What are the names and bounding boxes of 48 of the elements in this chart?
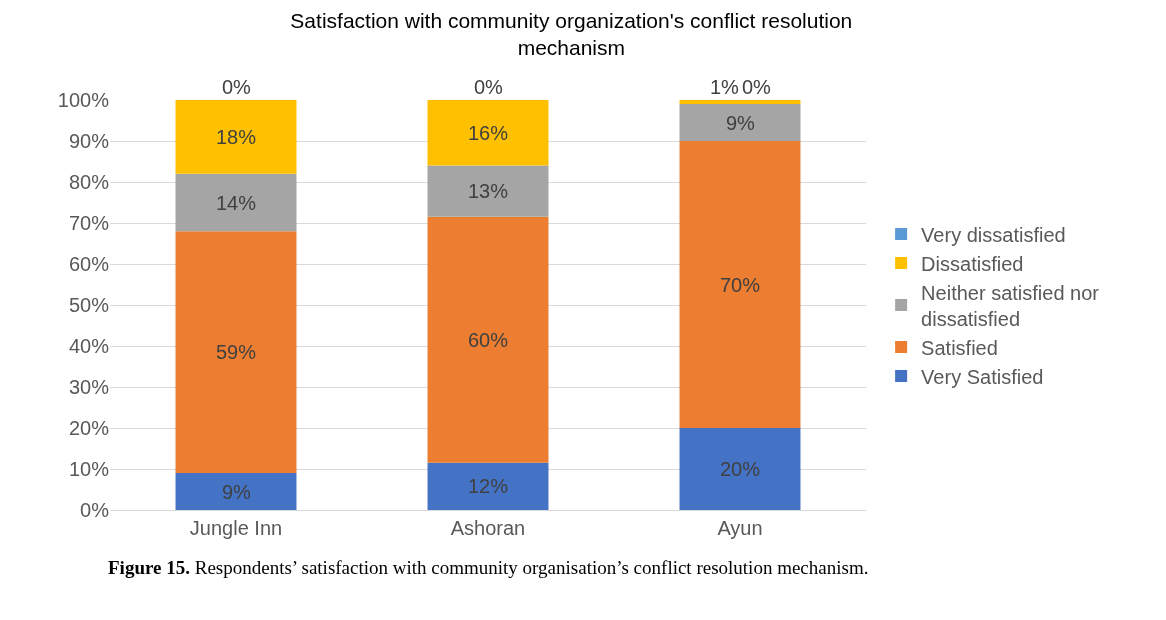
bar [427, 165, 549, 217]
legend-label: Neither satisfied nor dissatisfied [921, 281, 1100, 330]
data-label: 9% [726, 112, 756, 134]
data-label: 59% [216, 341, 257, 363]
y-tick-label: 0% [80, 499, 110, 521]
data-label: 14% [216, 192, 257, 214]
legend-label: Dissatisfied [921, 252, 1024, 275]
bar [679, 100, 801, 105]
y-tick-label: 50% [68, 294, 110, 316]
data-label: 9% [222, 481, 252, 503]
data-label: 70% [720, 274, 761, 296]
bar [175, 100, 297, 174]
legend-label: Very dissatisfied [921, 223, 1066, 246]
data-label: 0% [474, 76, 504, 98]
x-tick-label: Jungle Inn [189, 517, 283, 539]
y-tick-label: 60% [68, 253, 110, 275]
data-label: 12% [468, 475, 509, 497]
y-tick-label: 90% [68, 130, 110, 152]
data-label: 0% [742, 76, 772, 98]
data-label: 13% [468, 180, 509, 202]
bar [427, 462, 549, 510]
legend-label: Very Satisfied [921, 365, 1044, 388]
data-label: 16% [468, 122, 509, 144]
y-tick-label: 80% [68, 171, 110, 193]
bar [679, 104, 801, 141]
y-tick-label: 40% [68, 335, 110, 357]
caption: Figure 15. Respondents’ satisfaction with community organisation’s conflict resolution mechanism. [108, 557, 869, 578]
x-tick-label: Ashoran [450, 517, 526, 539]
y-tick-label: 10% [68, 458, 110, 480]
y-tick-label: 20% [68, 417, 110, 439]
y-tick-label: 30% [68, 376, 110, 398]
chart-title: Satisfaction with community organization's conflict resolution mechanism [290, 8, 853, 60]
data-label: 18% [216, 126, 257, 148]
bar [679, 141, 801, 428]
data-label: 60% [468, 329, 509, 351]
data-label: 0% [222, 76, 252, 98]
data-label: 1% [710, 76, 740, 98]
y-tick-label: 100% [57, 89, 110, 111]
bar [679, 428, 801, 510]
bar [427, 100, 549, 166]
bar [427, 216, 549, 463]
data-label: 20% [720, 458, 761, 480]
legend-label: Satisfied [921, 336, 998, 359]
y-tick-label: 70% [68, 212, 110, 234]
x-tick-label: Ayun [717, 517, 763, 539]
bar [175, 231, 297, 474]
bar [175, 173, 297, 232]
bar [175, 473, 297, 510]
